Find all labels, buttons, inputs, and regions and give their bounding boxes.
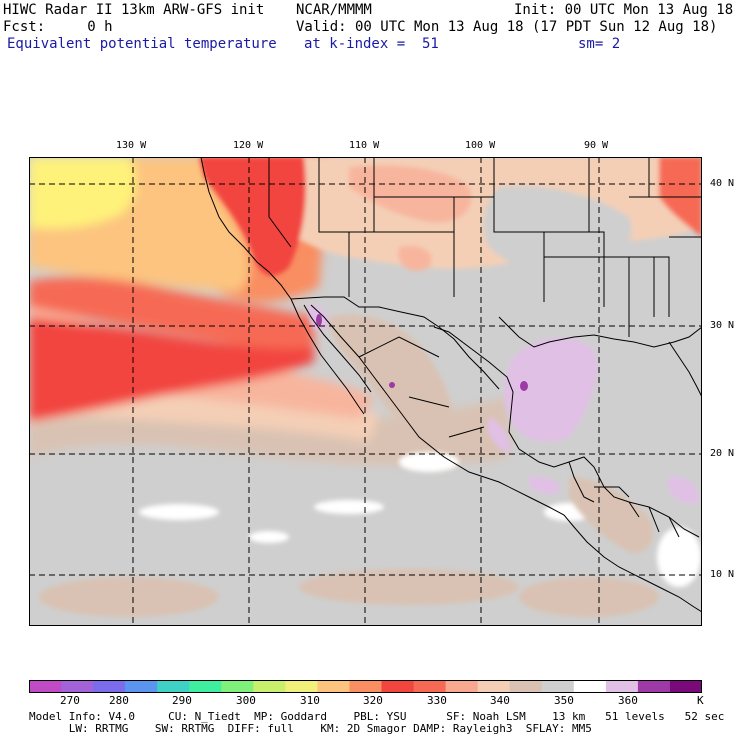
field-white-3 (399, 452, 459, 472)
color-bar-cell (221, 680, 254, 693)
border-central-america (568, 461, 680, 538)
field-mexico-lavender (487, 417, 510, 452)
color-bar-cell (605, 680, 639, 693)
field-tan-south-1 (39, 577, 219, 617)
color-bar-cell (445, 680, 479, 693)
field-us-salmon-2 (398, 245, 432, 271)
coastline-florida (668, 341, 702, 398)
lon-label-110w: 110 W (349, 140, 380, 151)
color-bar-cell (157, 680, 190, 693)
smoothing-label: sm= 2 (578, 36, 621, 52)
lon-label-120w: 120 W (233, 140, 264, 151)
field-caribbean-lavender (669, 476, 699, 504)
lon-label-100w: 100 W (465, 140, 496, 151)
color-bar-cell (61, 680, 94, 693)
field-mexico-purple (389, 382, 395, 388)
colorbar-label-270: 270 (60, 694, 80, 707)
field-central-am-tan (569, 477, 653, 553)
field-tan-south-2 (299, 569, 519, 605)
colorbar-label-300: 300 (236, 694, 256, 707)
model-info-line2: LW: RRTMG SW: RRTMG DIFF: full KM: 2D Sm… (29, 722, 592, 735)
field-us-gray-east (589, 247, 689, 337)
lat-label-30n: 30 N (710, 320, 735, 331)
field-name: Equivalent potential temperature (7, 36, 277, 52)
color-bar-frame (29, 680, 702, 693)
color-bar-cell (669, 680, 702, 693)
color-bar-cell (29, 680, 62, 693)
field-yucatan-lavender (529, 476, 560, 495)
lat-label-40n: 40 N (710, 178, 735, 189)
colorbar-label-290: 290 (172, 694, 192, 707)
model-info-line1: Model Info: V4.0 CU: N_Tiedt MP: Goddard… (29, 710, 725, 723)
lat-label-10n: 10 N (710, 569, 735, 580)
color-bar-cell (189, 680, 222, 693)
coastline-baja (290, 298, 372, 415)
color-bar-cell (477, 680, 511, 693)
color-bar-cell (125, 680, 158, 693)
color-bar-cell (381, 680, 415, 693)
colorbar-label-320: 320 (363, 694, 383, 707)
k-index-label: at k-index = 51 (304, 36, 439, 52)
field-white-2 (314, 500, 384, 514)
field-red-orange (29, 277, 314, 355)
color-bar (29, 680, 702, 693)
lon-label-90w: 90 W (584, 140, 609, 151)
colorbar-label-350: 350 (554, 694, 574, 707)
model-title: HIWC Radar II 13km ARW-GFS init (3, 2, 265, 18)
color-bar-cell (317, 680, 350, 693)
colorbar-label-330: 330 (427, 694, 447, 707)
field-gulf-purple (520, 381, 528, 391)
theta-e-map (29, 157, 702, 626)
colorbar-label-280: 280 (109, 694, 129, 707)
color-bar-cell (509, 680, 543, 693)
field-red (29, 317, 314, 422)
color-bar-cell (637, 680, 671, 693)
coastline-mexico-west (310, 304, 702, 613)
coastline-us-west (200, 157, 292, 300)
coastline-gulf-north (498, 316, 702, 348)
border-states (268, 157, 702, 337)
color-bar-cell (413, 680, 447, 693)
field-tan-south-3 (519, 577, 659, 617)
color-bar-cell (93, 680, 126, 693)
init-time: Init: 00 UTC Mon 13 Aug 18 (514, 2, 734, 18)
field-white-6 (249, 531, 289, 543)
map-frame (29, 157, 702, 626)
colorbar-label-360: 360 (618, 694, 638, 707)
lon-label-130w: 130 W (116, 140, 147, 151)
colorbar-label-310: 310 (300, 694, 320, 707)
field-gulf-lavender (504, 337, 598, 442)
valid-time: Valid: 00 UTC Mon 13 Aug 18 (17 PDT Sun … (296, 19, 718, 35)
field-us-red-west (199, 157, 306, 276)
color-bar-cell (285, 680, 318, 693)
color-bar-cell (541, 680, 575, 693)
colorbar-label-340: 340 (490, 694, 510, 707)
border-mexico-states (358, 336, 485, 438)
field-yellow (29, 157, 136, 229)
lat-label-20n: 20 N (710, 448, 735, 459)
field-white-1 (139, 504, 219, 520)
organization-label: NCAR/MMMM (296, 2, 372, 18)
border-us-mexico (290, 296, 500, 390)
color-bar-cell (349, 680, 383, 693)
field-us-salmon-1 (349, 165, 472, 223)
color-bar-cell (253, 680, 286, 693)
color-bar-cell (573, 680, 607, 693)
field-mexico-tan (329, 314, 453, 440)
forecast-hour: Fcst: 0 h (3, 19, 113, 35)
coastline-gulf (433, 326, 700, 538)
field-baja-purple (316, 314, 322, 326)
field-white-5 (657, 527, 701, 587)
colorbar-unit: K (697, 694, 704, 707)
